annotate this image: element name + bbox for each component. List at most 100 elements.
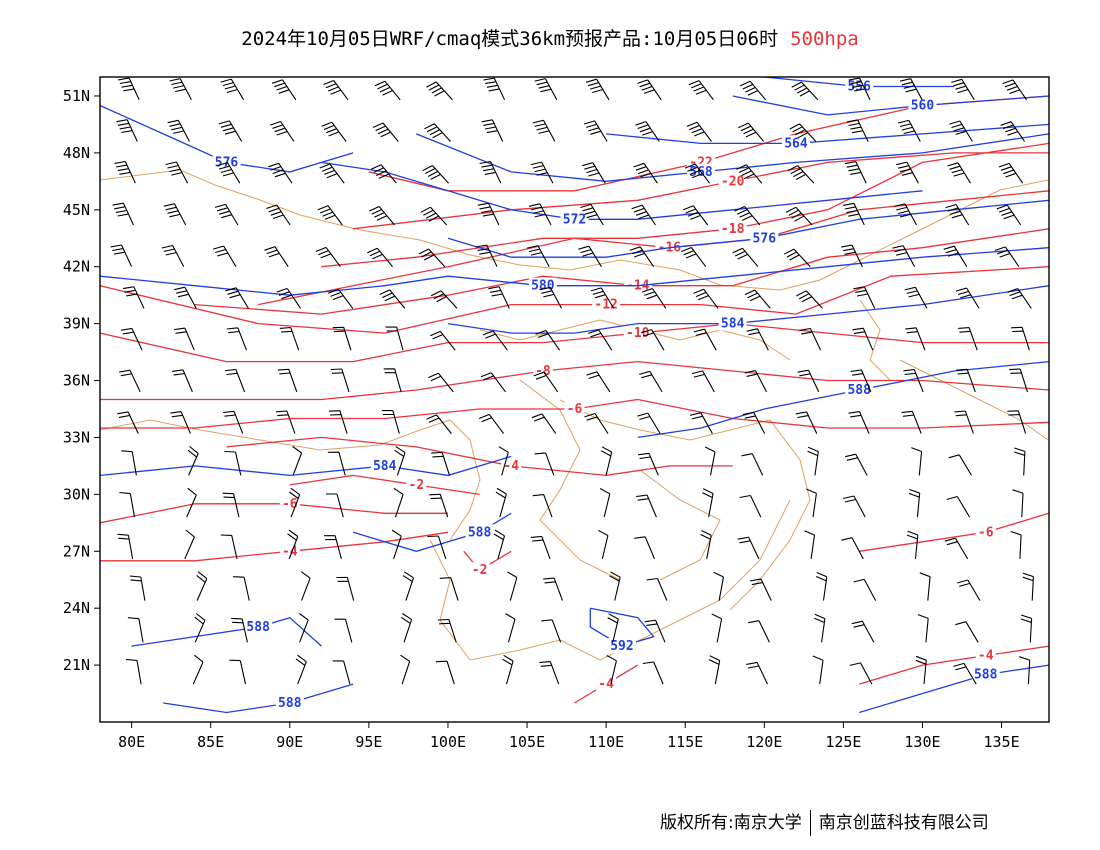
wind-barb	[787, 165, 815, 184]
wind-barb	[853, 286, 876, 309]
temperature-contour-label: -2	[409, 478, 425, 493]
height-contour-line	[447, 285, 1050, 334]
wind-barb	[639, 370, 663, 393]
height-label-bg	[528, 277, 557, 293]
height-label-bg	[845, 382, 874, 398]
wind-barb	[1020, 614, 1033, 643]
wind-barb	[746, 328, 769, 351]
height-contours: 5765725685645605565765805845885845885925…	[99, 76, 1050, 714]
height-contour-label: 588	[278, 696, 302, 711]
wind-barb	[379, 289, 406, 309]
wind-barb	[919, 572, 931, 601]
wind-barb	[998, 162, 1024, 184]
height-contour-line	[732, 95, 1050, 116]
wind-barb	[1012, 489, 1024, 518]
wind-barb	[638, 452, 659, 476]
height-contour-line	[163, 683, 354, 714]
y-tick-label: 30N	[63, 485, 90, 503]
wind-barb	[848, 411, 870, 434]
wind-barb	[534, 78, 558, 101]
wind-barb	[480, 372, 506, 393]
wind-barb	[223, 410, 244, 434]
wind-barb	[332, 660, 351, 685]
wind-barb	[394, 446, 406, 476]
height-contour-label: 564	[784, 136, 808, 151]
wind-barb	[299, 613, 309, 643]
x-tick-label: 85E	[197, 733, 224, 751]
temperature-contour-label: -20	[721, 174, 745, 189]
wind-barb	[945, 203, 970, 226]
wind-barb	[682, 205, 709, 226]
height-label-bg	[971, 666, 1000, 682]
wind-barb	[955, 621, 979, 643]
height-contour-line	[637, 360, 1050, 439]
border-sw	[429, 499, 791, 661]
wind-barb	[904, 286, 928, 309]
wind-barb	[118, 77, 140, 101]
wind-barb	[1009, 368, 1029, 393]
wind-barb	[689, 412, 713, 434]
wind-barb	[479, 160, 502, 184]
wind-barb	[222, 492, 240, 518]
y-tick-label: 39N	[63, 315, 90, 333]
wind-barb	[629, 246, 655, 268]
wind-barb	[110, 244, 133, 267]
wind-barb	[374, 80, 401, 101]
wind-barb	[295, 654, 307, 685]
temperature-contour-label: -6	[567, 402, 583, 417]
temperature-contour-label: -4	[978, 649, 994, 664]
wind-barb	[785, 206, 813, 226]
wind-barb	[321, 121, 347, 142]
wind-barb	[1002, 79, 1027, 101]
wind-barb	[495, 487, 507, 518]
wind-barb	[543, 577, 564, 601]
wind-barb	[646, 577, 668, 601]
wind-barb	[212, 245, 237, 267]
wind-barb	[844, 453, 868, 476]
wind-barb	[1019, 656, 1031, 685]
wind-barb	[119, 491, 136, 518]
wind-barb	[634, 536, 656, 560]
wind-barb	[736, 164, 763, 184]
temperature-contour-label: -4	[503, 459, 519, 474]
wind-barb	[994, 246, 1020, 268]
wind-barb	[1014, 447, 1026, 476]
wind-barb	[119, 369, 141, 393]
wind-barb	[631, 204, 656, 226]
wind-barb	[590, 287, 615, 309]
wind-barb	[607, 613, 619, 643]
wind-barb	[749, 578, 772, 601]
wind-barb	[644, 619, 666, 643]
wind-barb	[806, 488, 817, 518]
temperature-contour-label: -12	[594, 298, 617, 313]
wind-barb	[578, 245, 602, 267]
company-text: 南京创蓝科技有限公司	[818, 813, 989, 833]
height-label-bg	[908, 97, 937, 113]
wind-barb	[739, 80, 767, 101]
wind-barb	[368, 205, 395, 226]
temperature-label-bg	[975, 647, 996, 663]
wind-barb	[947, 162, 971, 184]
wind-barb	[1000, 121, 1026, 142]
wind-barb	[220, 78, 245, 101]
x-tick-label: 110E	[588, 733, 624, 751]
wind-barb	[953, 662, 977, 685]
wind-barb	[194, 613, 206, 643]
height-label-bg	[750, 230, 779, 246]
wind-barb	[535, 329, 561, 351]
wind-barb	[680, 246, 707, 268]
y-tick-label: 45N	[63, 201, 90, 219]
wind-barb	[812, 655, 824, 685]
height-contour-label: 584	[373, 459, 397, 474]
wind-barb	[1007, 410, 1027, 434]
height-label-bg	[212, 154, 241, 170]
wind-barb	[418, 248, 446, 268]
temperature-contour-line	[289, 474, 480, 496]
wind-barb	[814, 613, 826, 643]
wind-barb	[383, 368, 402, 393]
wind-barb	[493, 529, 506, 560]
height-label-bg	[560, 211, 589, 227]
height-contour-label: 592	[610, 639, 633, 654]
wind-barb	[186, 487, 197, 518]
wind-barb	[184, 529, 195, 560]
